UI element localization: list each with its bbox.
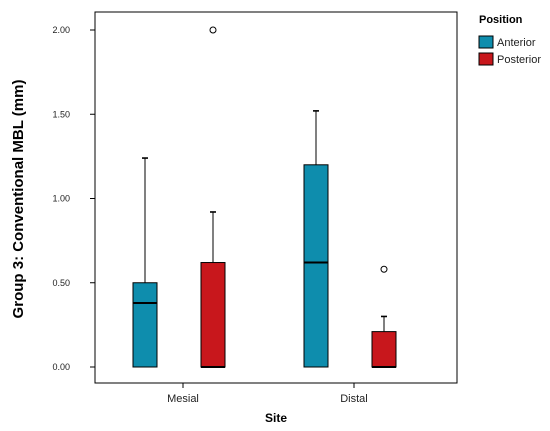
x-axis: Mesial Distal: [167, 383, 368, 405]
x-axis-label: Site: [265, 411, 287, 425]
legend: Position Anterior Posterior: [478, 14, 541, 66]
outlier-point: [209, 26, 217, 34]
y-tick-label: 0.00: [52, 362, 70, 372]
legend-swatch-anterior: [478, 35, 494, 49]
box-anterior-mesial: [132, 157, 158, 368]
x-tick-label: Mesial: [167, 393, 199, 405]
legend-title: Position: [479, 14, 523, 26]
y-axis-label: Group 3: Conventional MBL (mm): [10, 80, 27, 319]
box-series: [132, 26, 397, 368]
y-tick-label: 2.00: [52, 25, 70, 35]
outlier-point: [380, 265, 388, 273]
box-iqr: [132, 282, 158, 368]
y-tick-label: 1.50: [52, 109, 70, 119]
x-tick-label: Distal: [340, 393, 368, 405]
legend-label-anterior: Anterior: [497, 37, 536, 49]
y-tick-label: 0.50: [52, 278, 70, 288]
box-posterior-distal: [371, 265, 397, 368]
box-iqr: [303, 164, 329, 368]
box-iqr: [200, 262, 226, 368]
y-axis: 0.00 0.50 1.00 1.50 2.00: [52, 25, 95, 372]
box-posterior-mesial: [200, 26, 226, 368]
y-tick-label: 1.00: [52, 194, 70, 204]
box-anterior-distal: [303, 110, 329, 368]
legend-swatch-posterior: [478, 52, 494, 66]
box-iqr: [371, 331, 397, 368]
legend-label-posterior: Posterior: [497, 54, 541, 66]
